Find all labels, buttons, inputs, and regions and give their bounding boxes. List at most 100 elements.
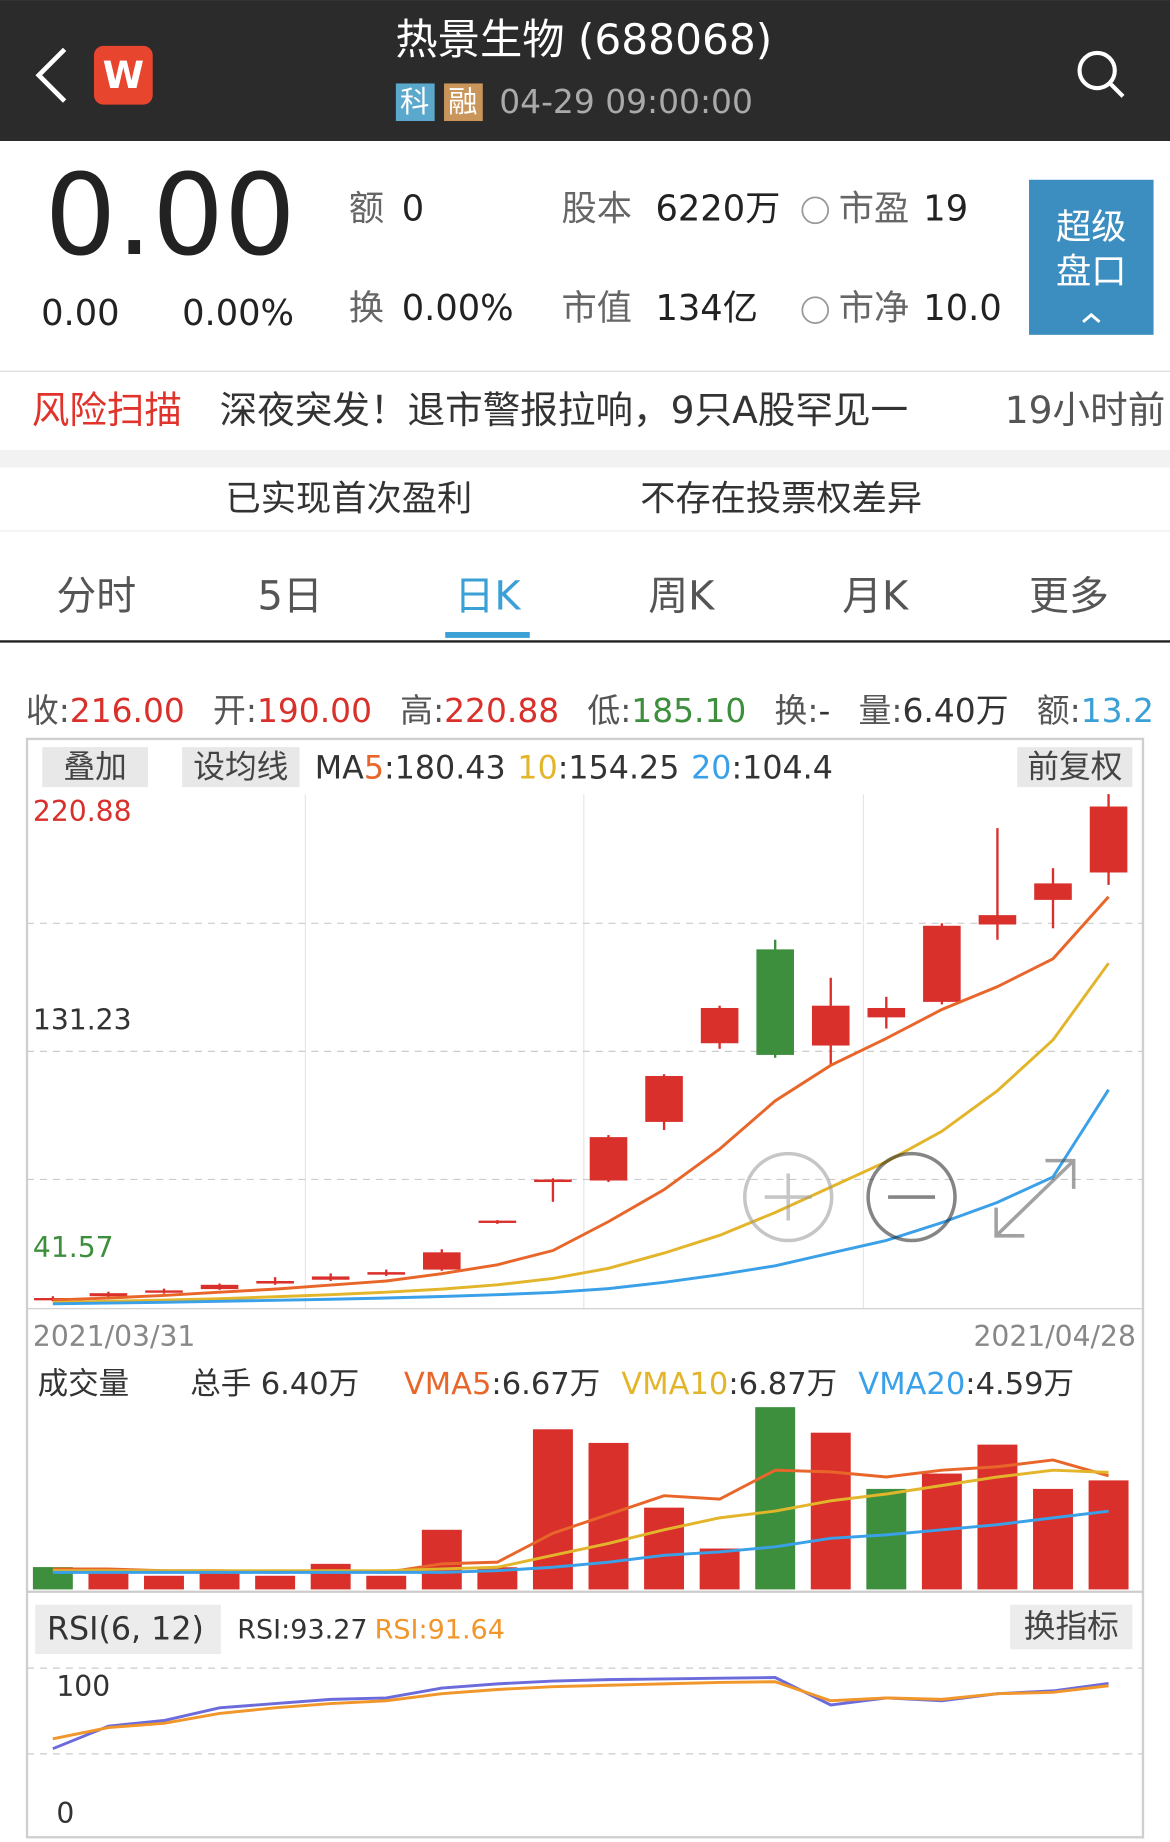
candle-body — [256, 1281, 294, 1284]
spacer — [0, 449, 1170, 468]
candle-body — [1089, 806, 1128, 873]
info-icon — [801, 196, 830, 225]
super-panel-button[interactable] — [1029, 179, 1154, 335]
legend-name: 10 — [517, 750, 557, 786]
candle-body — [478, 1220, 517, 1223]
tab[interactable]: 分时 — [56, 574, 136, 620]
stock-tag: 已实现首次盈利 — [226, 478, 473, 519]
button-text: 叠加 — [63, 749, 126, 785]
volume-bar — [810, 1432, 851, 1590]
chart-frame — [25, 737, 1145, 1839]
news-tag[interactable]: 风险扫描 — [32, 388, 182, 432]
badge — [395, 83, 435, 122]
ma-prefix: MA — [315, 750, 364, 786]
volume-bar — [699, 1548, 740, 1590]
ma-line — [52, 895, 1110, 1302]
badge-text: 融 — [448, 85, 477, 119]
volume-bar — [644, 1507, 685, 1590]
news-time: 19小时前 — [1005, 388, 1166, 432]
stat-value: 216.00 — [70, 690, 185, 729]
field-value: 10.0 — [923, 288, 1001, 329]
candle-body — [145, 1290, 183, 1293]
start-date: 2021/03/31 — [33, 1320, 195, 1353]
stat-label: 收: — [26, 690, 70, 729]
end-date: 2021/04/28 — [973, 1320, 1135, 1353]
adjust-button[interactable] — [1017, 747, 1133, 788]
vma-line — [52, 1468, 1109, 1573]
candle-body — [867, 1007, 906, 1018]
ma-legend: MA5:180.43 10:154.25 20:104.4 — [315, 750, 833, 786]
tab[interactable]: 月K — [842, 574, 910, 620]
legend-value: 154.25 — [568, 750, 679, 786]
volume-bar — [199, 1570, 240, 1590]
overlay-button[interactable] — [42, 747, 149, 788]
app-logo-text: W — [103, 53, 144, 97]
candle-body — [811, 1005, 850, 1046]
ma-settings-button[interactable] — [182, 747, 300, 788]
header-bar — [0, 0, 1170, 141]
y-tick-label: 41.57 — [33, 1231, 114, 1264]
legend-value: 6.87万 — [739, 1367, 838, 1402]
field-value: 0.00% — [402, 288, 514, 329]
rsi-title-box[interactable] — [35, 1604, 221, 1655]
button-text: 换指标 — [1024, 1609, 1119, 1645]
rsi-title: RSI(6, 12) — [47, 1612, 204, 1648]
price-change: 0.00 — [41, 293, 119, 334]
legend-sep: : — [281, 1614, 290, 1645]
search-icon — [1077, 50, 1117, 91]
field-value: 0 — [402, 188, 424, 229]
stat-value: 190.00 — [257, 690, 372, 729]
field-label: 股本 — [562, 188, 632, 229]
field-label: 额 — [349, 188, 384, 229]
legend-sep: : — [965, 1367, 975, 1402]
fullscreen-icon[interactable] — [994, 1158, 1076, 1238]
y-tick-label: 220.88 — [33, 795, 132, 828]
legend-sep: : — [418, 1614, 427, 1645]
switch-indicator-button[interactable] — [1010, 1604, 1133, 1650]
badge-text: 科 — [400, 85, 429, 119]
legend-sep: : — [384, 750, 395, 786]
button-text: 设均线 — [193, 749, 288, 785]
candle-body — [700, 1007, 739, 1044]
field-label: 市盈 — [839, 188, 909, 229]
zoom-in-icon — [764, 1173, 812, 1221]
candle-body — [423, 1252, 461, 1270]
ma-line — [52, 1088, 1110, 1306]
search-button[interactable] — [1077, 50, 1125, 98]
legend-sep: : — [731, 750, 742, 786]
tab[interactable]: 周K — [648, 574, 716, 620]
tab-underline — [445, 632, 530, 638]
app-logo[interactable] — [93, 45, 153, 105]
volume-bar — [1088, 1480, 1129, 1590]
info-icon — [801, 296, 830, 324]
legend-sep: : — [728, 1367, 738, 1402]
stat-value: 185.10 — [631, 690, 746, 729]
stat-label: 额: — [1037, 690, 1081, 729]
candle-body — [1034, 883, 1072, 900]
volume-legend: 成交量 总手 6.40万 VMA5:6.67万 VMA10:6.87万 VMA20:4.5… — [38, 1367, 1075, 1402]
back-button[interactable] — [35, 47, 67, 103]
search-icon — [1108, 81, 1125, 98]
legend-name: RSI — [237, 1614, 281, 1645]
zoom-in[interactable] — [742, 1151, 834, 1243]
candle-body — [367, 1272, 406, 1275]
legend-value: 91.64 — [428, 1614, 505, 1645]
legend-value: 180.43 — [395, 750, 506, 786]
tab[interactable]: 5日 — [257, 574, 322, 620]
news-headline[interactable]: 深夜突发！退市警报拉响，9只A股罕见一 — [220, 388, 908, 432]
tab[interactable]: 更多 — [1029, 574, 1109, 620]
vma-line — [52, 1509, 1109, 1574]
badge — [444, 83, 483, 122]
legend-name: VMA5 — [404, 1367, 492, 1402]
volume-bar — [532, 1429, 573, 1590]
legend-name: RSI — [375, 1614, 419, 1645]
y-tick-label: 0 — [56, 1797, 74, 1830]
legend-sep: : — [558, 750, 569, 786]
tab[interactable]: 日K — [454, 574, 522, 620]
field-label: 市净 — [839, 288, 909, 329]
zoom-out[interactable] — [866, 1151, 957, 1243]
field-label: 市值 — [562, 288, 632, 329]
y-tick-label: 131.23 — [33, 1004, 132, 1037]
